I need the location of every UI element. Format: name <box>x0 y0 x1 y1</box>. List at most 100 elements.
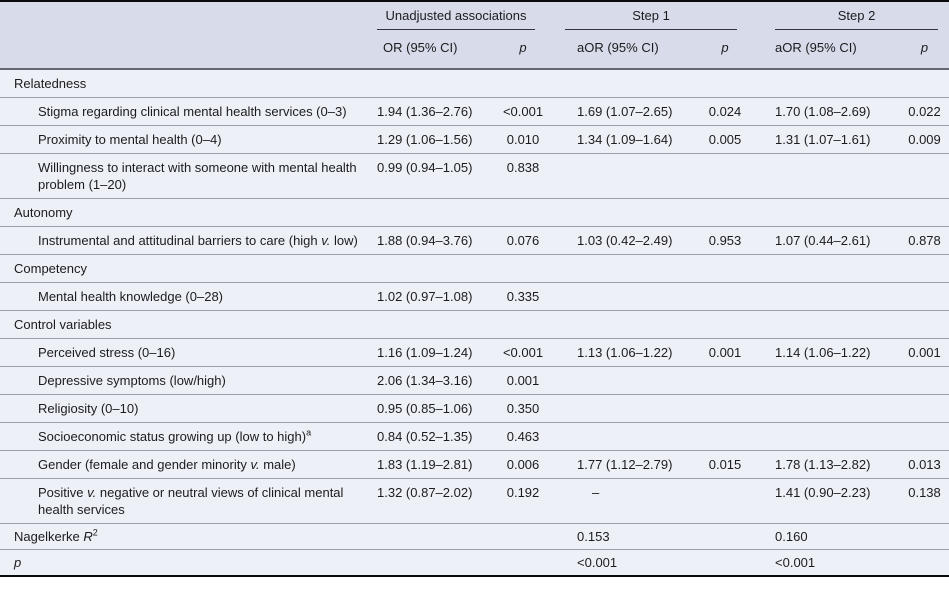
or-ci-cell: 0.95 (0.85–1.06) <box>377 401 473 416</box>
label-segment: Instrumental and attitudinal barriers to… <box>38 233 322 248</box>
row-label: Stigma regarding clinical mental health … <box>0 98 368 126</box>
or-ci-cell: 2.06 (1.34–3.16) <box>377 373 473 388</box>
or-ci-column-header: OR (95% CI) <box>383 40 458 55</box>
column-group-row: Unadjusted associations Step 1 Step 2 <box>0 1 949 30</box>
p-value-cell-step2: 0.009 <box>908 132 941 147</box>
p-value-cell-unadjusted: 0.001 <box>506 373 540 388</box>
group-label-unadjusted: Unadjusted associations <box>377 7 536 30</box>
row-label: Instrumental and attitudinal barriers to… <box>0 227 368 255</box>
aor-ci-cell-step1 <box>549 395 700 423</box>
section-row: Autonomy <box>0 198 949 227</box>
p-value-cell-unadjusted: 0.076 <box>506 233 540 248</box>
aor-ci-column-header-step1: aOR (95% CI) <box>577 40 659 55</box>
p-value-cell-unadjusted: <0.001 <box>502 104 544 119</box>
row-label: Relatedness <box>0 69 949 98</box>
group-header-unadjusted: Unadjusted associations <box>368 1 549 30</box>
section-row: Competency <box>0 254 949 283</box>
label-segment: 2 <box>92 527 98 538</box>
aor-ci-cell-step1: 1.69 (1.07–2.65) <box>577 104 673 119</box>
aor-ci-cell-step1: 1.03 (0.42–2.49) <box>577 233 673 248</box>
p-value-cell-step2 <box>900 423 949 451</box>
p-value-cell-step1 <box>700 367 750 395</box>
p-value-cell-step2: 0.001 <box>908 345 941 360</box>
p-value-cell-step2 <box>900 367 949 395</box>
or-ci-cell: 0.84 (0.52–1.35) <box>377 429 473 444</box>
or-ci-cell: 1.83 (1.19–2.81) <box>377 457 473 472</box>
label-segment: Mental health knowledge (0–28) <box>38 289 224 304</box>
p-value-cell-step1: 0.953 <box>708 233 742 248</box>
p-value-cell-step2 <box>900 524 949 550</box>
label-segment: low) <box>330 233 358 248</box>
label-segment: v. <box>87 485 97 500</box>
group-label-step2: Step 2 <box>775 7 939 30</box>
group-header-step1: Step 1 <box>549 1 750 30</box>
label-segment: p <box>14 555 22 570</box>
regression-table: Unadjusted associations Step 1 Step 2 OR… <box>0 0 949 577</box>
aor-ci-cell-step2: 1.78 (1.13–2.82) <box>775 457 871 472</box>
label-segment: Religiosity (0–10) <box>38 401 139 416</box>
empty-corner-cell <box>0 1 368 30</box>
aor-ci-cell-step1 <box>549 423 700 451</box>
p-value-cell-unadjusted: 0.006 <box>506 457 540 472</box>
p-column-header-step2: p <box>920 40 929 55</box>
variable-row: Proximity to mental health (0–4) 1.29 (1.… <box>0 125 949 154</box>
variable-row: Depressive symptoms (low/high) 2.06 (1.34… <box>0 366 949 395</box>
section-row: Relatedness <box>0 69 949 98</box>
label-segment: Proximity to mental health (0–4) <box>38 132 222 147</box>
p-value-cell-step2: 0.022 <box>908 104 941 119</box>
row-label: Depressive symptoms (low/high) <box>0 367 368 395</box>
variable-row: Instrumental and attitudinal barriers to… <box>0 226 949 255</box>
p-value-cell-step1: 0.015 <box>708 457 742 472</box>
row-label: Gender (female and gender minority v. ma… <box>0 451 368 479</box>
p-value-cell-step1: 0.024 <box>708 104 742 119</box>
aor-ci-cell-step2 <box>750 395 900 423</box>
p-value-cell-step1 <box>700 550 750 577</box>
model-stat-row: p <0.001 <0.001 <box>0 549 949 577</box>
aor-ci-cell-step1: 0.153 <box>577 529 610 544</box>
aor-ci-cell-step2: <0.001 <box>775 555 816 570</box>
label-segment: Gender (female and gender minority <box>38 457 251 472</box>
p-value-cell-step2 <box>900 283 949 311</box>
p-value-cell-step1 <box>700 423 750 451</box>
aor-ci-cell-step2 <box>750 283 900 311</box>
label-segment: R <box>83 529 93 544</box>
variable-row: Religiosity (0–10) 0.95 (0.85–1.06) 0.350 <box>0 394 949 423</box>
table-body: Relatedness Stigma regarding clinical men… <box>0 69 949 576</box>
label-segment: Stigma regarding clinical mental health … <box>38 104 347 119</box>
or-ci-cell: 1.88 (0.94–3.76) <box>377 233 473 248</box>
label-segment: Willingness to interact with someone wit… <box>38 160 357 192</box>
label-segment: v. <box>321 233 331 248</box>
p-value-cell-unadjusted: <0.001 <box>502 345 544 360</box>
row-label: Nagelkerke R2 <box>0 524 368 550</box>
empty-label-header <box>0 30 368 69</box>
p-value-cell-step1: 0.001 <box>708 345 742 360</box>
or-ci-cell: 1.16 (1.09–1.24) <box>377 345 473 360</box>
aor-ci-cell-step2: 1.70 (1.08–2.69) <box>775 104 871 119</box>
row-label: Perceived stress (0–16) <box>0 339 368 367</box>
variable-row: Willingness to interact with someone wit… <box>0 153 949 199</box>
row-label: p <box>0 550 368 577</box>
aor-ci-cell-step2: 1.41 (0.90–2.23) <box>775 485 871 500</box>
label-segment: Socioeconomic status growing up (low to … <box>38 429 307 444</box>
label-segment: Autonomy <box>14 205 73 220</box>
p-value-cell-step2: 0.138 <box>908 485 941 500</box>
p-value-cell-unadjusted: 0.192 <box>506 485 540 500</box>
aor-ci-cell-step1: – <box>592 485 600 500</box>
p-column-header-step1: p <box>721 40 729 55</box>
table-header: Unadjusted associations Step 1 Step 2 OR… <box>0 1 949 69</box>
label-segment: Relatedness <box>14 76 87 91</box>
or-ci-cell <box>368 550 497 577</box>
p-value-cell-step2 <box>900 550 949 577</box>
label-segment: Positive <box>38 485 88 500</box>
label-segment: Competency <box>14 261 87 276</box>
p-value-cell-unadjusted: 0.335 <box>506 289 540 304</box>
label-segment: v. <box>250 457 260 472</box>
or-ci-cell: 0.99 (0.94–1.05) <box>377 160 473 175</box>
p-value-cell-unadjusted: 0.350 <box>506 401 540 416</box>
or-ci-cell <box>368 524 497 550</box>
row-label: Autonomy <box>0 199 949 227</box>
p-value-cell-unadjusted: 0.838 <box>506 160 540 175</box>
label-segment: Nagelkerke <box>14 529 84 544</box>
variable-row: Perceived stress (0–16) 1.16 (1.09–1.24) <… <box>0 338 949 367</box>
row-label: Socioeconomic status growing up (low to … <box>0 423 368 451</box>
